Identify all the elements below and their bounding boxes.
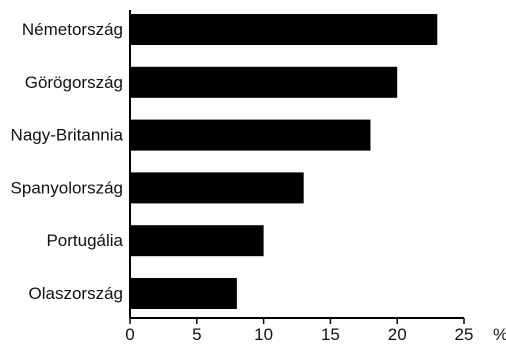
bars-layer — [130, 14, 437, 309]
x-tick-label-0: 0 — [125, 325, 134, 344]
x-tick-label-1: 5 — [192, 325, 201, 344]
bar-1 — [130, 67, 397, 98]
category-label-2: Nagy-Britannia — [11, 126, 124, 145]
x-tick-label-4: 20 — [388, 325, 407, 344]
bar-0 — [130, 14, 437, 45]
category-labels-layer: Németország Görögország Nagy-Britannia Span… — [11, 20, 124, 303]
x-tick-label-5: 25 — [455, 325, 474, 344]
x-ticks-layer: 0 5 10 15 20 25 — [125, 318, 473, 344]
x-axis-unit-label: % — [493, 325, 506, 344]
x-tick-label-2: 10 — [254, 325, 273, 344]
x-tick-label-3: 15 — [321, 325, 340, 344]
category-label-5: Olaszország — [29, 284, 123, 303]
bar-5 — [130, 278, 237, 309]
bar-4 — [130, 225, 264, 256]
category-label-1: Görögország — [25, 73, 123, 92]
bar-3 — [130, 172, 304, 203]
category-label-4: Portugália — [46, 231, 123, 250]
category-label-0: Németország — [22, 20, 123, 39]
bar-2 — [130, 120, 370, 151]
category-label-3: Spanyolország — [11, 178, 123, 197]
axes-layer — [130, 10, 464, 318]
